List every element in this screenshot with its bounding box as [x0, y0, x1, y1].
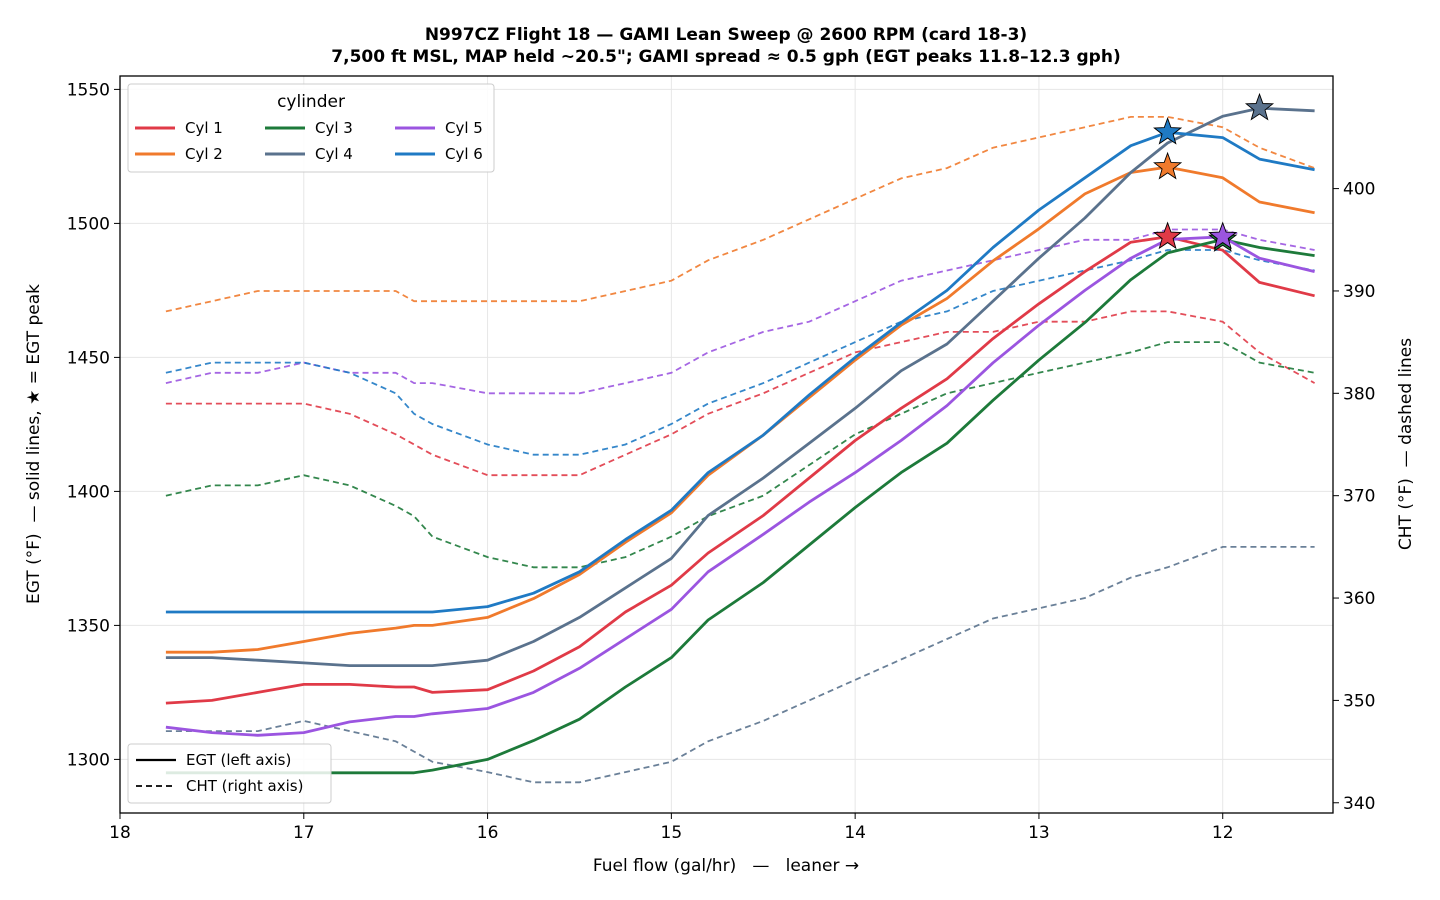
- cyl-1-legend-label: Cyl 1: [185, 119, 223, 137]
- left-y-tick-label: 1500: [67, 214, 110, 234]
- chart-title: N997CZ Flight 18 — GAMI Lean Sweep @ 260…: [425, 25, 1027, 45]
- cyl-1-cht-line: [165, 310, 1316, 477]
- right-y-tick-label: 370: [1343, 487, 1375, 507]
- cyl-3-cht-line: [165, 341, 1315, 569]
- cyl-3-egt-line: [165, 238, 1315, 775]
- x-tick-label: 12: [1212, 823, 1234, 843]
- left-y-tick-label: 1300: [67, 750, 110, 770]
- cyl-6-egt-line: [165, 130, 1315, 614]
- cyl-5-legend-label: Cyl 5: [445, 119, 483, 137]
- x-axis: 18 17 16 15 14 13 12: [109, 813, 1234, 843]
- cylinder-legend-items: Cyl 1 Cyl 2 Cyl 3 Cyl 4 Cyl 5 Cyl 6: [135, 119, 483, 163]
- right-y-tick-label: 400: [1343, 180, 1375, 200]
- cyl-3-legend-label: Cyl 3: [315, 119, 353, 137]
- cyl-4-peak-star: [1244, 92, 1275, 121]
- x-tick-label: 13: [1028, 823, 1050, 843]
- egt-peak-markers: [1153, 92, 1275, 252]
- cylinder-legend: cylinder Cyl 1 Cyl 2 Cyl 3 Cyl 4 Cyl 5 Cyl 6: [127, 83, 495, 173]
- left-y-tick-label: 1450: [67, 348, 110, 368]
- cht-lines: [165, 116, 1316, 784]
- egt-legend-label: EGT (left axis): [186, 751, 291, 769]
- cyl-2-legend-label: Cyl 2: [185, 145, 223, 163]
- left-y-axis: 1300 1350 1400 1450 1500 1550: [67, 80, 120, 770]
- cyl-4-legend-label: Cyl 4: [315, 145, 353, 163]
- grid-lines: [119, 76, 1333, 813]
- cyl-1-peak-star: [1153, 221, 1183, 250]
- right-y-tick-label: 340: [1343, 794, 1375, 814]
- cyl-6-cht-line: [165, 249, 1315, 456]
- cyl-5-egt-line: [165, 235, 1315, 737]
- right-y-tick-label: 360: [1343, 589, 1375, 609]
- cyl-2-egt-line: [165, 165, 1315, 654]
- left-y-tick-label: 1400: [67, 482, 110, 502]
- cyl-5-peak-star: [1208, 221, 1238, 250]
- chart-subtitle: 7,500 ft MSL, MAP held ~20.5"; GAMI spre…: [331, 47, 1120, 67]
- cylinder-legend-title: cylinder: [277, 92, 345, 112]
- cyl-2-cht-line: [165, 116, 1315, 313]
- style-legend-box: [127, 743, 332, 804]
- egt-lines: [165, 106, 1315, 775]
- right-y-axis-label: CHT (°F) — dashed lines: [1396, 338, 1416, 550]
- left-y-tick-label: 1550: [67, 80, 110, 100]
- cyl-4-egt-line: [165, 106, 1315, 667]
- left-y-tick-label: 1350: [67, 616, 110, 636]
- right-y-tick-label: 350: [1343, 691, 1375, 711]
- right-y-tick-label: 380: [1343, 384, 1375, 404]
- cyl-1-egt-line: [165, 235, 1315, 705]
- x-axis-label: Fuel flow (gal/hr) — leaner →: [593, 856, 859, 876]
- x-tick-label: 15: [661, 823, 683, 843]
- cyl-2-peak-star: [1153, 151, 1183, 180]
- x-tick-label: 17: [293, 823, 315, 843]
- left-y-axis-label: EGT (°F) — solid lines, ★ = EGT peak: [24, 284, 44, 604]
- x-tick-label: 18: [109, 823, 131, 843]
- cyl-5-cht-line: [165, 228, 1315, 395]
- cyl-6-peak-star: [1153, 116, 1183, 145]
- cyl-4-cht-line: [165, 546, 1315, 784]
- cyl-6-legend-label: Cyl 6: [445, 145, 483, 163]
- cylinder-legend-box: [127, 83, 495, 173]
- style-legend: EGT (left axis) CHT (right axis): [127, 743, 332, 804]
- right-y-axis: 340 350 360 370 380 390 400: [1333, 180, 1375, 814]
- plot-frame: [119, 75, 1334, 814]
- right-y-tick-label: 390: [1343, 282, 1375, 302]
- cht-legend-label: CHT (right axis): [186, 777, 303, 795]
- x-tick-label: 16: [477, 823, 499, 843]
- x-tick-label: 14: [844, 823, 866, 843]
